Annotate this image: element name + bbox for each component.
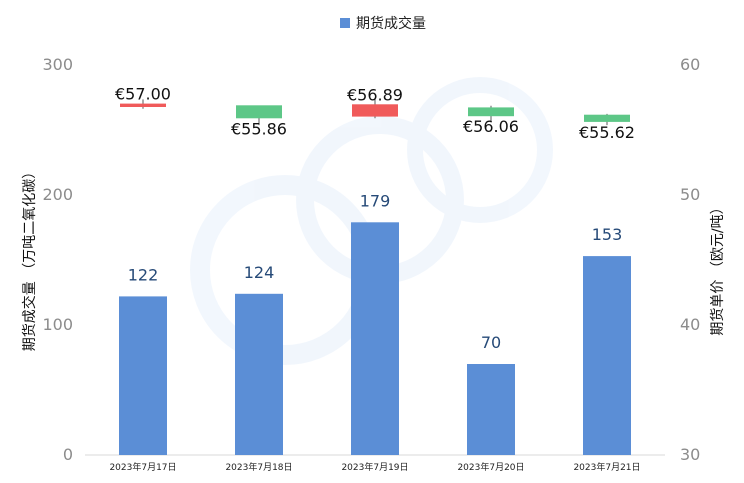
x-category-label: 2023年7月19日 <box>341 461 408 473</box>
x-category-label: 2023年7月20日 <box>457 461 524 473</box>
volume-bar <box>467 364 515 455</box>
volume-bar-labels: 122 124 179 70 153 <box>128 191 623 352</box>
y-left-tick: 0 <box>63 445 73 464</box>
y-left-tick: 200 <box>42 185 73 204</box>
price-candlesticks <box>120 98 630 126</box>
candle-body <box>352 104 398 117</box>
y-right-tick: 60 <box>680 55 700 74</box>
candle-price-label: €55.86 <box>231 119 287 138</box>
x-category-label: 2023年7月21日 <box>573 461 640 473</box>
y-right-tick: 50 <box>680 185 700 204</box>
y-left-axis-title: 期货成交量 （万吨二氧化碳） <box>21 165 38 351</box>
y-right-tick: 40 <box>680 315 700 334</box>
y-right-tick: 30 <box>680 445 700 464</box>
volume-bar-value-label: 124 <box>244 263 275 282</box>
legend-label-volume: 期货成交量 <box>356 15 426 32</box>
volume-bar <box>583 256 631 455</box>
volume-bars <box>119 222 631 455</box>
volume-bar <box>119 296 167 455</box>
volume-bar-value-label: 153 <box>592 225 623 244</box>
x-category-label: 2023年7月18日 <box>225 461 292 473</box>
candle-body <box>120 103 166 107</box>
legend: 期货成交量 <box>340 15 426 32</box>
volume-bar-value-label: 70 <box>481 333 501 352</box>
y-left-tick: 100 <box>42 315 73 334</box>
volume-bar <box>235 293 283 455</box>
volume-bar-value-label: 122 <box>128 265 159 284</box>
candle-body <box>236 105 282 119</box>
volume-bar <box>351 222 399 455</box>
candle-price-label: €57.00 <box>115 85 171 104</box>
candle-price-label: €55.62 <box>579 123 635 142</box>
volume-bar-value-label: 179 <box>360 191 391 210</box>
y-left-tick: 300 <box>42 55 73 74</box>
candle-price-label: €56.06 <box>463 117 519 136</box>
price-labels: €57.00 €55.86 €56.89 €56.06 €55.62 <box>115 85 635 142</box>
candle-price-label: €56.89 <box>347 85 403 104</box>
candle-body <box>468 107 514 117</box>
y-right-axis-title: 期货单价 （欧元/吨） <box>709 200 726 335</box>
x-category-label: 2023年7月17日 <box>109 461 176 473</box>
legend-swatch-volume <box>340 18 350 28</box>
candle-body <box>584 114 630 122</box>
